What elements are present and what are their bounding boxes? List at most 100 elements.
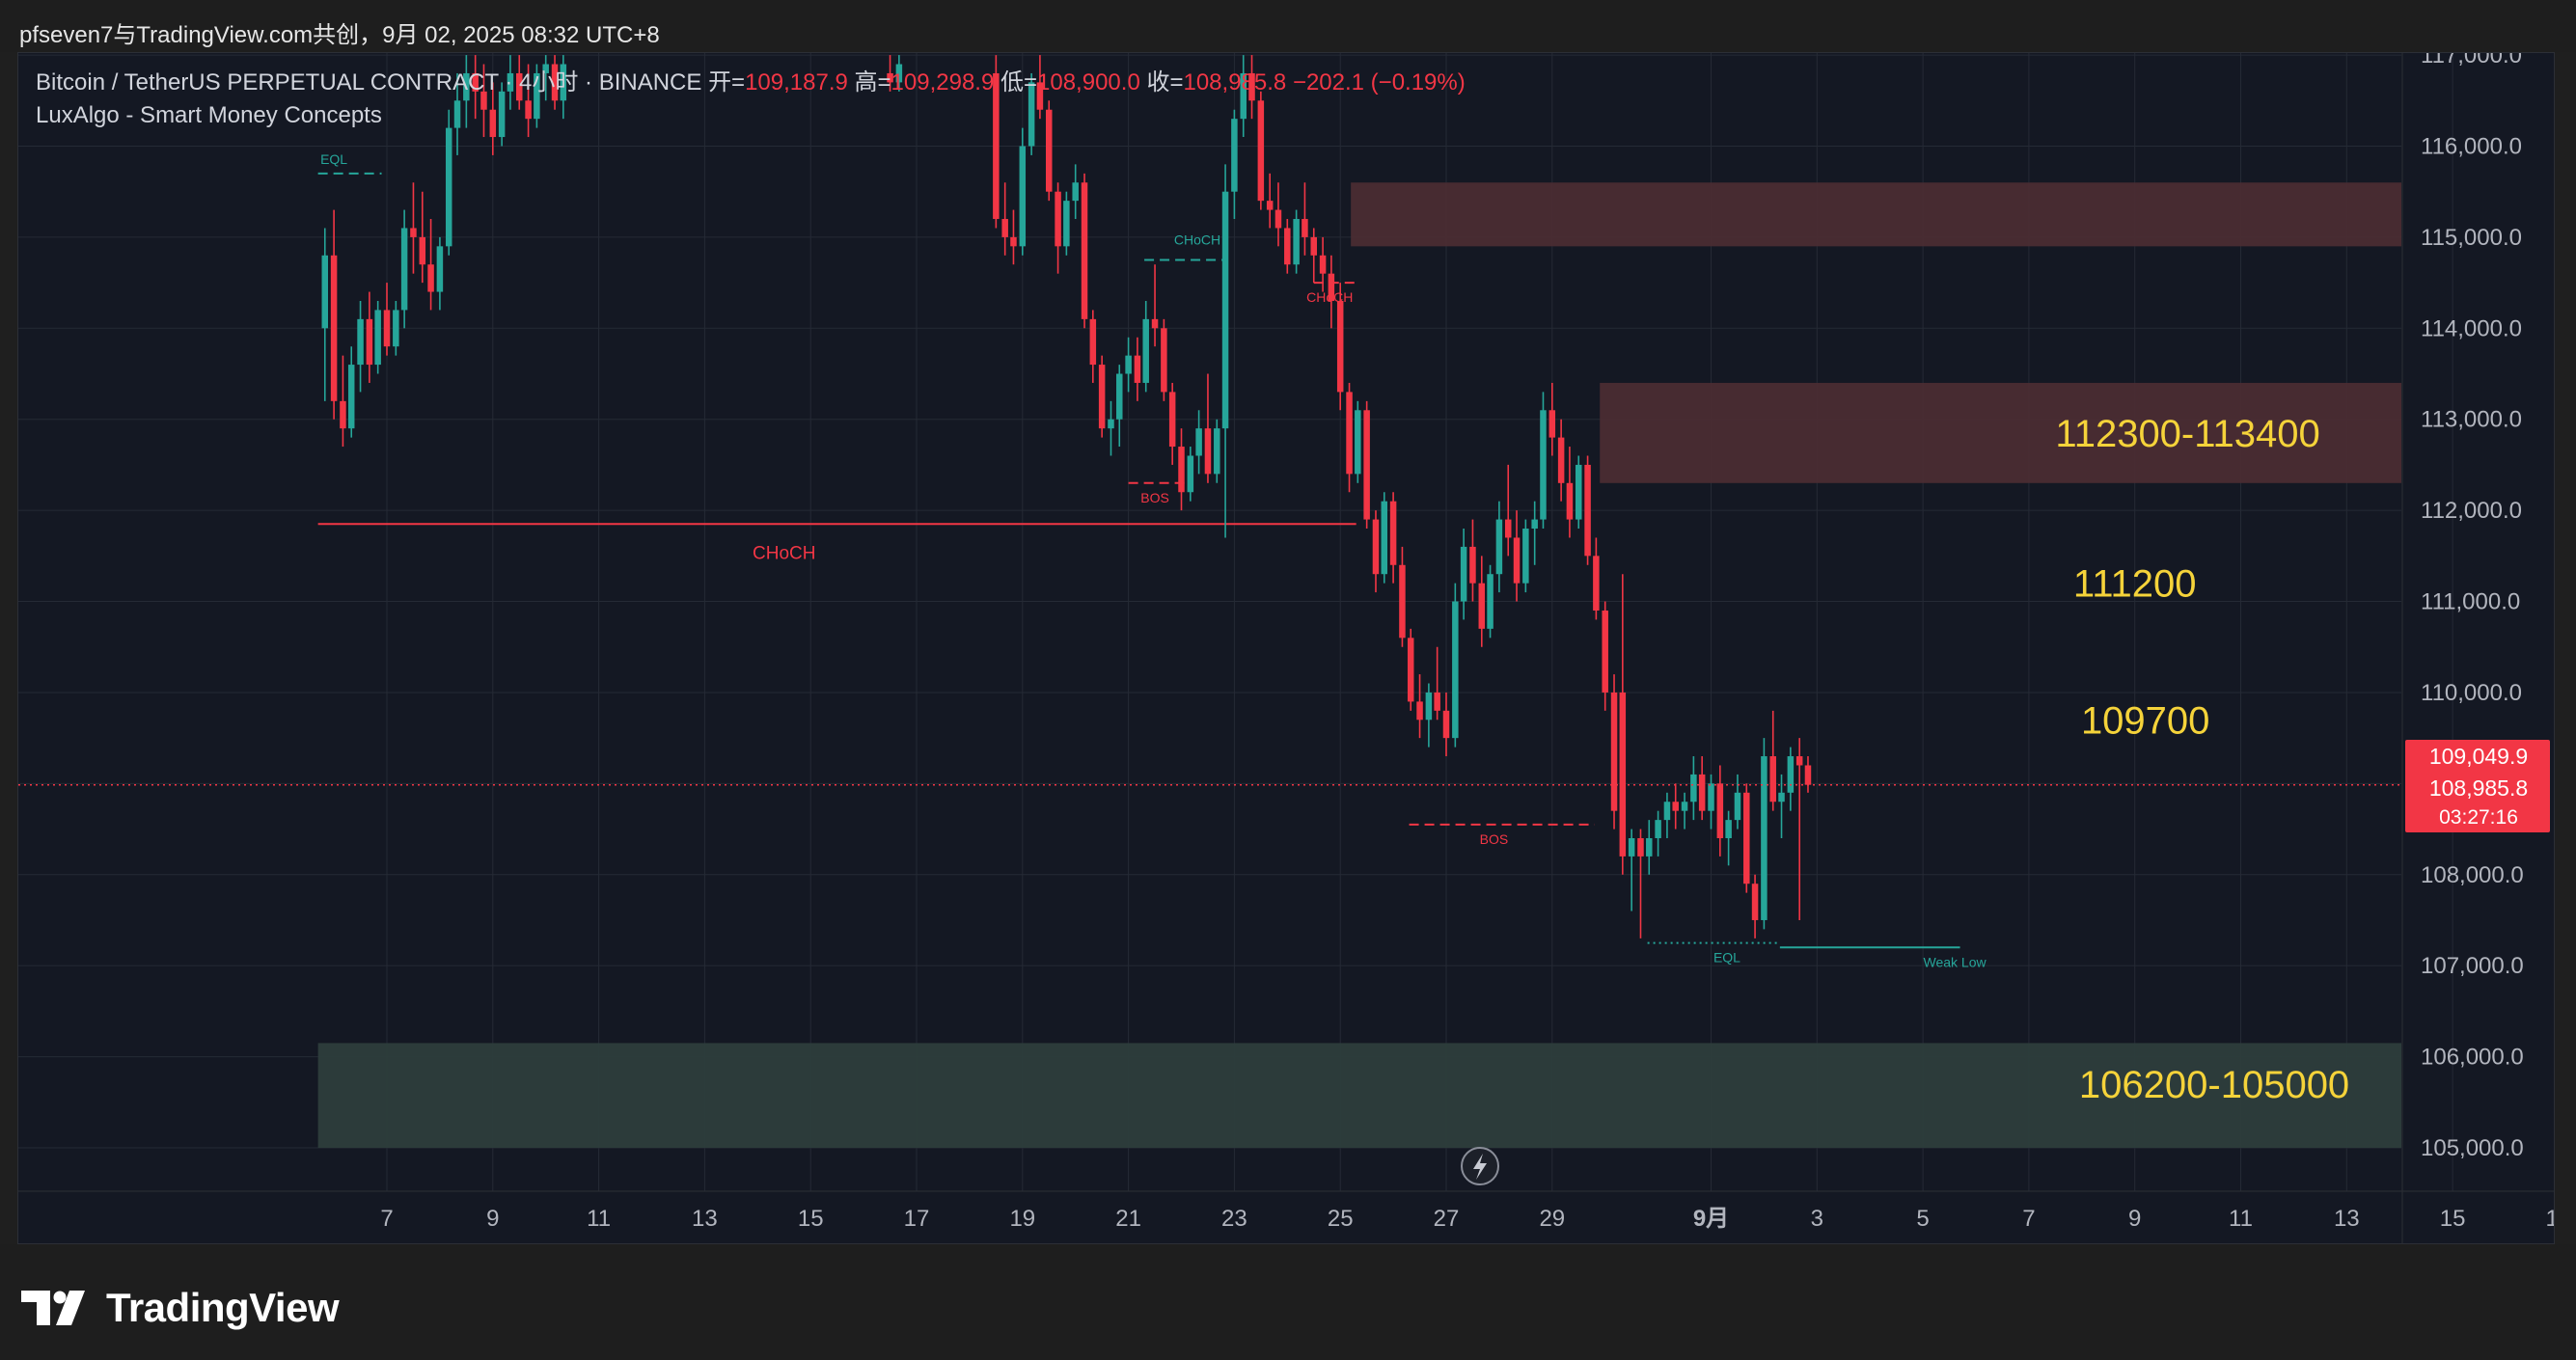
candle-body xyxy=(1346,392,1353,475)
legend-symbol[interactable]: Bitcoin / TetherUS PERPETUAL CONTRACT · … xyxy=(36,69,702,95)
candle-body xyxy=(1231,119,1238,192)
indicator-name[interactable]: LuxAlgo - Smart Money Concepts xyxy=(36,102,382,128)
candle-body xyxy=(1540,410,1547,520)
candle-body xyxy=(1725,820,1732,839)
candle-body xyxy=(1690,774,1697,802)
candle-body xyxy=(1751,884,1759,920)
time-axis-tick: 23 xyxy=(1221,1206,1247,1232)
candle-body xyxy=(393,310,399,347)
target-level-label: 109700 xyxy=(2081,699,2209,742)
candle-body xyxy=(1134,355,1141,383)
candle-body xyxy=(1072,182,1079,202)
candle-body xyxy=(1142,318,1149,383)
footer-bar: TradingView xyxy=(0,1244,2576,1360)
candle-body xyxy=(1442,710,1450,739)
candle-body xyxy=(410,228,417,237)
time-axis-tick: 3 xyxy=(1811,1206,1823,1232)
target-level-label: 106200-105000 xyxy=(2079,1064,2349,1106)
price-axis-tick: 116,000.0 xyxy=(2421,133,2522,159)
candle-body xyxy=(1363,410,1370,520)
time-axis-tick: 25 xyxy=(1328,1206,1354,1232)
candle-body xyxy=(1381,501,1388,575)
candle-body xyxy=(1257,100,1265,202)
candle-body xyxy=(993,72,1000,220)
time-axis-tick: 13 xyxy=(692,1206,718,1232)
structure-label-bos: BOS xyxy=(1480,831,1509,847)
price-axis-tick: 112,000.0 xyxy=(2421,498,2522,524)
candle-body xyxy=(1619,692,1627,857)
chart-panel[interactable]: CHoCHBOSCHoCHCHoCHBOSEQLEQLWeak Low11230… xyxy=(17,52,2555,1244)
candle-body xyxy=(1046,109,1053,192)
candle-body xyxy=(1548,410,1556,438)
candle-body xyxy=(1328,273,1335,301)
structure-label-eql: EQL xyxy=(1713,950,1740,966)
candle-body xyxy=(1248,72,1255,101)
chart-legend: Bitcoin / TetherUS PERPETUAL CONTRACT · … xyxy=(36,67,1466,132)
price-axis-tick: 106,000.0 xyxy=(2421,1045,2524,1071)
candle-body xyxy=(1778,792,1785,802)
candle-body xyxy=(1098,365,1106,429)
candle-body xyxy=(1460,546,1467,602)
tradingview-brand: TradingView xyxy=(106,1285,340,1330)
candle-body xyxy=(1001,219,1008,237)
candles-group xyxy=(321,55,1812,938)
candle-body xyxy=(347,365,355,429)
time-axis-tick: 17 xyxy=(2546,1206,2555,1232)
time-axis-tick: 9 xyxy=(2128,1206,2141,1232)
candle-body xyxy=(1063,201,1070,247)
candle-body xyxy=(1407,638,1414,702)
candle-body xyxy=(1787,756,1795,793)
structure-label-weak-low: Weak Low xyxy=(1923,954,1987,969)
candle-body xyxy=(400,228,408,311)
candle-body xyxy=(1081,182,1088,319)
price-axis-tick: 107,000.0 xyxy=(2421,953,2524,979)
candle-body xyxy=(1698,774,1706,811)
candle-body xyxy=(1355,410,1361,475)
candle-body xyxy=(1637,838,1644,857)
candle-body xyxy=(1293,219,1300,265)
candle-body xyxy=(1336,300,1344,393)
candle-body xyxy=(1310,236,1317,256)
candle-body xyxy=(1761,756,1768,920)
price-axis-tick: 117,000.0 xyxy=(2421,53,2522,68)
candle-body xyxy=(357,318,364,366)
candle-body xyxy=(1399,564,1406,639)
price-axis-tick: 114,000.0 xyxy=(2421,315,2522,341)
candle-body xyxy=(1055,191,1061,247)
candle-body xyxy=(1416,701,1423,721)
candle-body xyxy=(463,72,470,101)
candle-body xyxy=(1425,692,1433,721)
candle-body xyxy=(1804,765,1812,785)
candle-body xyxy=(1089,318,1097,366)
candle-body xyxy=(1125,355,1132,374)
target-level-label: 112300-113400 xyxy=(2055,413,2319,455)
candle-body xyxy=(1469,546,1476,584)
target-level-label: 111200 xyxy=(2073,563,2197,606)
candle-body xyxy=(1628,838,1635,857)
candle-body xyxy=(1036,82,1044,110)
candle-body xyxy=(498,91,506,138)
candle-body xyxy=(1204,428,1212,475)
candlestick-chart[interactable]: CHoCHBOSCHoCHCHoCHBOSEQLEQLWeak Low11230… xyxy=(18,53,2555,1244)
candle-body xyxy=(480,91,487,110)
candle-body xyxy=(1178,447,1185,493)
time-axis-tick: 17 xyxy=(904,1206,930,1232)
candle-body xyxy=(1116,373,1123,420)
candle-body xyxy=(1743,792,1750,884)
candle-body xyxy=(1646,838,1653,857)
price-axis-tick: 105,000.0 xyxy=(2421,1135,2524,1161)
tradingview-logo[interactable]: TradingView xyxy=(21,1283,340,1333)
candle-body xyxy=(1434,692,1440,711)
candle-body xyxy=(1610,692,1618,811)
structure-label-bos: BOS xyxy=(1140,490,1169,505)
time-axis-tick: 7 xyxy=(380,1206,393,1232)
candle-body xyxy=(427,264,434,292)
legend-close-label: 收= xyxy=(1146,69,1184,95)
candle-body xyxy=(1452,601,1459,739)
structure-label-choch: CHoCH xyxy=(753,543,815,563)
legend-close: 108,985.8 xyxy=(1183,69,1287,95)
candle-body xyxy=(1487,574,1494,629)
time-axis-tick: 29 xyxy=(1539,1206,1565,1232)
candle-body xyxy=(445,127,452,247)
supply-zone xyxy=(1600,382,2401,483)
